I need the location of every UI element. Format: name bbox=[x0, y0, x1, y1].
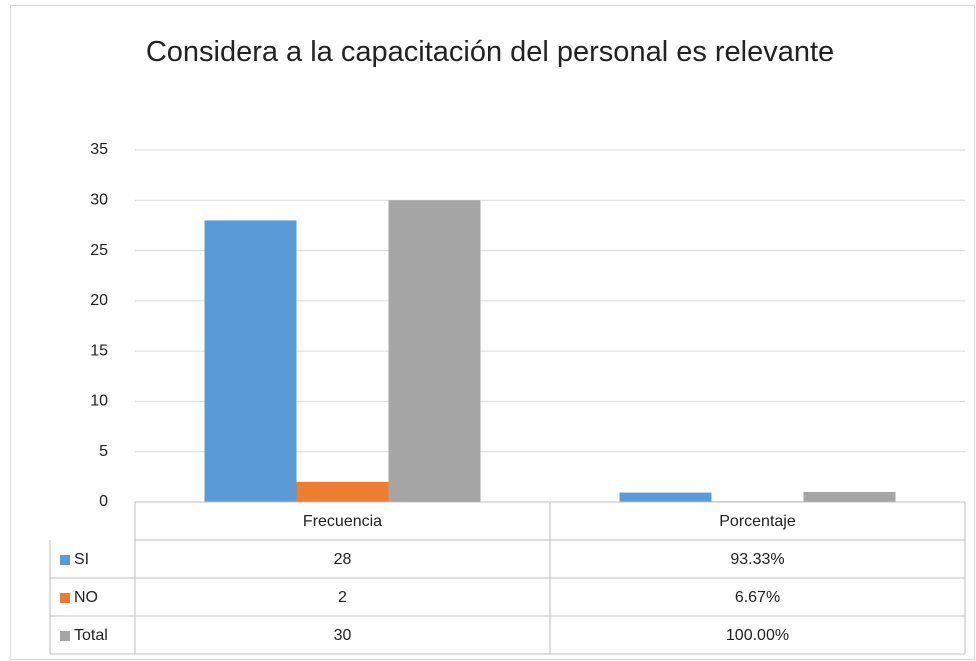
bar bbox=[803, 491, 896, 502]
bar bbox=[619, 492, 712, 502]
bar bbox=[388, 200, 481, 503]
data-label: 93.33% bbox=[730, 551, 784, 568]
bar bbox=[204, 220, 297, 502]
data-label: 30 bbox=[334, 627, 352, 644]
chart-title: Considera a la capacitación del personal… bbox=[145, 36, 835, 68]
y-tick-label: 25 bbox=[90, 242, 108, 259]
y-tick-label: 10 bbox=[90, 393, 108, 410]
data-label: 28 bbox=[334, 551, 352, 568]
y-tick-label: 0 bbox=[99, 493, 108, 510]
y-tick-label: 15 bbox=[90, 342, 108, 359]
data-label: 2 bbox=[338, 589, 347, 606]
x-tick-label: Frecuencia bbox=[303, 513, 382, 530]
y-tick-label: 20 bbox=[90, 292, 108, 309]
bar bbox=[296, 481, 389, 502]
chart-border bbox=[10, 5, 975, 660]
legend-label: NO bbox=[74, 589, 98, 606]
data-label: 6.67% bbox=[735, 589, 780, 606]
data-label: 100.00% bbox=[726, 627, 789, 644]
legend-swatch bbox=[60, 593, 70, 603]
legend-swatch bbox=[60, 555, 70, 565]
y-tick-label: 35 bbox=[90, 141, 108, 158]
y-tick-label: 30 bbox=[90, 192, 108, 209]
legend-label: SI bbox=[74, 551, 89, 568]
legend-label: Total bbox=[74, 627, 108, 644]
y-tick-label: 5 bbox=[99, 443, 108, 460]
x-tick-label: Porcentaje bbox=[719, 513, 796, 530]
legend-swatch bbox=[60, 631, 70, 641]
